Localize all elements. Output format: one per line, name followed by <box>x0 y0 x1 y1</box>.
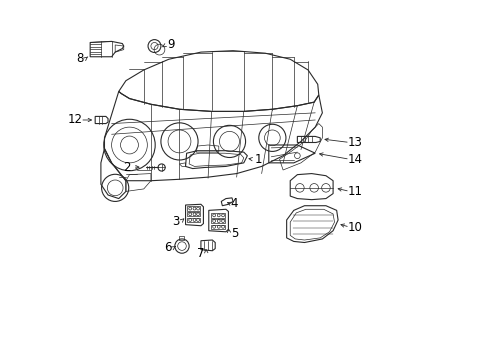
Text: 5: 5 <box>230 227 238 240</box>
Text: 10: 10 <box>347 221 362 234</box>
Text: 8: 8 <box>76 52 84 65</box>
Text: 6: 6 <box>163 241 171 255</box>
Text: 3: 3 <box>172 215 179 228</box>
Text: 13: 13 <box>347 136 362 149</box>
Text: 9: 9 <box>167 39 175 51</box>
Text: 2: 2 <box>123 161 131 174</box>
Text: 11: 11 <box>347 185 362 198</box>
Text: 12: 12 <box>67 113 82 126</box>
Text: 1: 1 <box>255 153 262 166</box>
Text: 4: 4 <box>230 197 238 210</box>
Text: 7: 7 <box>197 247 204 260</box>
Text: 14: 14 <box>347 153 362 166</box>
